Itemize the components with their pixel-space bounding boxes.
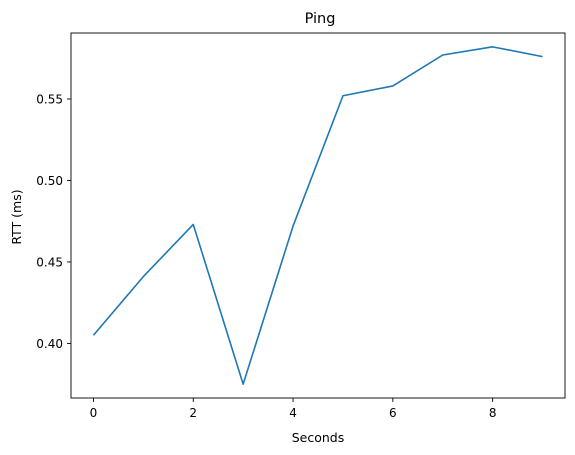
axes-frame xyxy=(70,32,566,399)
series-line-0 xyxy=(92,46,543,385)
y-tick-label: 0.55 xyxy=(36,92,63,106)
x-tick-label: 8 xyxy=(489,406,497,420)
x-axis-label: Seconds xyxy=(292,430,345,445)
chart-title: Ping xyxy=(305,11,336,27)
y-tick-label: 0.50 xyxy=(36,174,63,188)
x-tick-label: 2 xyxy=(189,406,197,420)
y-tick-label: 0.40 xyxy=(36,337,63,351)
x-tick-label: 0 xyxy=(90,406,98,420)
y-tick-label: 0.45 xyxy=(36,255,63,269)
y-axis-label: RTT (ms) xyxy=(9,189,24,244)
x-tick-label: 4 xyxy=(289,406,297,420)
plot-area: 0 2 4 6 8 0.40 0.45 0.50 0.55 xyxy=(36,32,566,420)
x-tick-label: 6 xyxy=(389,406,397,420)
